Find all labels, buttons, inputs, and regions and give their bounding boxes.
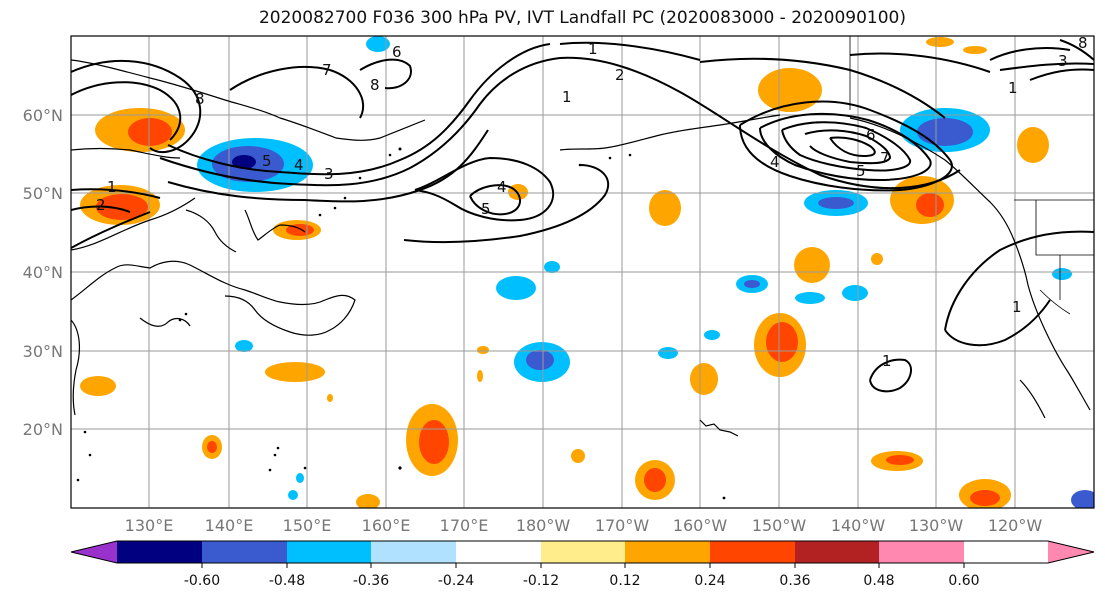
- positive-anomaly-blob: [649, 190, 681, 226]
- positive-anomaly-blob: [871, 451, 923, 471]
- lat-label: 50°N: [23, 184, 63, 203]
- colorbar-segment: [371, 541, 456, 563]
- negative-anomaly-blob: [804, 190, 868, 216]
- lon-label: 160°W: [673, 516, 728, 535]
- colorbar-tick-label: -0.12: [523, 573, 559, 589]
- colorbar-extend-low: [71, 541, 117, 563]
- contour-label: 1: [1008, 79, 1018, 97]
- contour-label: 7: [880, 149, 890, 167]
- positive-anomaly-blob: [273, 220, 321, 240]
- colorbar-tick-label: 0.24: [694, 573, 725, 589]
- lat-label: 30°N: [23, 342, 63, 361]
- colorbar-tick-label: -0.48: [269, 573, 305, 589]
- positive-anomaly-blob: [926, 37, 987, 54]
- colorbar-segment: [795, 541, 879, 563]
- positive-anomaly-blob: [202, 435, 222, 459]
- contour-label: 7: [322, 61, 332, 79]
- colorbar-segment: [456, 541, 541, 563]
- contour-label: 4: [770, 153, 780, 171]
- colorbar-segment: [879, 541, 964, 563]
- colorbar-tick-label: 0.48: [863, 573, 894, 589]
- contour-label: 6: [866, 126, 876, 144]
- longitude-labels: 130°E 140°E 150°E 160°E 170°E 180°W 170°…: [125, 516, 1043, 535]
- positive-anomaly-blob: [758, 68, 822, 112]
- colorbar: -0.60 -0.48 -0.36 -0.24 -0.12 0.12 0.24 …: [70, 540, 1095, 589]
- map-title: 2020082700 F036 300 hPa PV, IVT Landfall…: [258, 8, 906, 28]
- colorbar-segment: [710, 541, 795, 563]
- lon-label: 140°E: [205, 516, 254, 535]
- pv-contours: [71, 39, 1094, 393]
- lon-label: 150°E: [283, 516, 332, 535]
- colorbar-segment: [541, 541, 625, 563]
- contour-label: 1: [882, 352, 892, 370]
- contour-label: 1: [107, 178, 117, 196]
- colorbar-segment: [287, 541, 371, 563]
- colorbar-extend-high: [1048, 541, 1094, 563]
- colorbar-tick-label: 0.36: [779, 573, 810, 589]
- political-borders: [849, 36, 1094, 315]
- contour-labels: 1 2 3 4 5 6 7 8 8 1 2 1 4 5 4 5 7 6 1 3 …: [96, 34, 1088, 370]
- contour-label: 5: [856, 162, 866, 180]
- positive-anomaly-blob: [1017, 127, 1049, 163]
- negative-anomaly-blob: [900, 108, 990, 152]
- contour-label: 4: [294, 156, 304, 174]
- lon-label: 140°W: [831, 516, 886, 535]
- contour-label: 8: [1078, 34, 1088, 52]
- colorbar-tick-label: -0.36: [353, 573, 389, 589]
- lat-label: 60°N: [23, 106, 63, 125]
- lon-label: 170°E: [440, 516, 489, 535]
- contour-label: 1: [1012, 298, 1022, 316]
- contour-label: 4: [497, 178, 507, 196]
- shading-layer: [80, 36, 1094, 508]
- contour-label: 1: [562, 88, 572, 106]
- positive-anomaly-blob: [890, 176, 954, 224]
- colorbar-segment: [202, 541, 287, 563]
- contour-label: 1: [588, 40, 598, 58]
- lon-label: 150°W: [752, 516, 807, 535]
- lat-label: 40°N: [23, 263, 63, 282]
- lon-label: 170°W: [595, 516, 650, 535]
- negative-anomaly-blob: [514, 342, 570, 382]
- contour-label: 3: [324, 165, 334, 183]
- lat-label: 20°N: [23, 420, 63, 439]
- colorbar-tick-label: -0.60: [184, 573, 220, 589]
- contour-label: 5: [262, 152, 272, 170]
- contour-label: 6: [392, 43, 402, 61]
- lon-label: 130°W: [909, 516, 964, 535]
- map-gridlines: [71, 36, 1094, 508]
- positive-anomaly-blob: [406, 404, 458, 476]
- lon-label: 120°W: [988, 516, 1043, 535]
- map-frame: [70, 35, 1095, 509]
- positive-anomaly-blob: [794, 247, 830, 283]
- colorbar-ticks: [201, 563, 965, 568]
- contour-label: 2: [96, 196, 106, 214]
- positive-anomaly-blob: [754, 313, 806, 377]
- colorbar-segment: [117, 541, 202, 563]
- contour-label: 2: [615, 66, 625, 84]
- latitude-labels: 60°N 50°N 40°N 30°N 20°N: [23, 106, 63, 439]
- colorbar-outline: [70, 540, 1095, 564]
- contour-label: 8: [370, 76, 380, 94]
- positive-anomaly-blob: [95, 108, 185, 152]
- colorbar-tick-label: -0.24: [438, 573, 474, 589]
- positive-anomaly-blob: [635, 460, 675, 500]
- negative-anomaly-blob: [197, 138, 313, 192]
- colorbar-tick-label: 0.60: [948, 573, 979, 589]
- contour-label: 3: [1058, 52, 1068, 70]
- positive-anomaly-blob: [80, 376, 116, 396]
- positive-anomaly-blob: [959, 479, 1011, 508]
- colorbar-tick-label: 0.12: [609, 573, 640, 589]
- negative-anomaly-blob: [235, 36, 1094, 508]
- islands: [76, 147, 726, 500]
- positive-anomaly-blob: [327, 253, 883, 508]
- colorbar-segment: [625, 541, 710, 563]
- contour-label: 8: [195, 90, 205, 108]
- lon-label: 130°E: [125, 516, 174, 535]
- positive-anomaly-blob: [690, 363, 718, 395]
- positive-anomaly-blob: [265, 362, 325, 382]
- lon-label: 180°W: [516, 516, 571, 535]
- contour-label: 5: [481, 200, 491, 218]
- lon-label: 160°E: [362, 516, 411, 535]
